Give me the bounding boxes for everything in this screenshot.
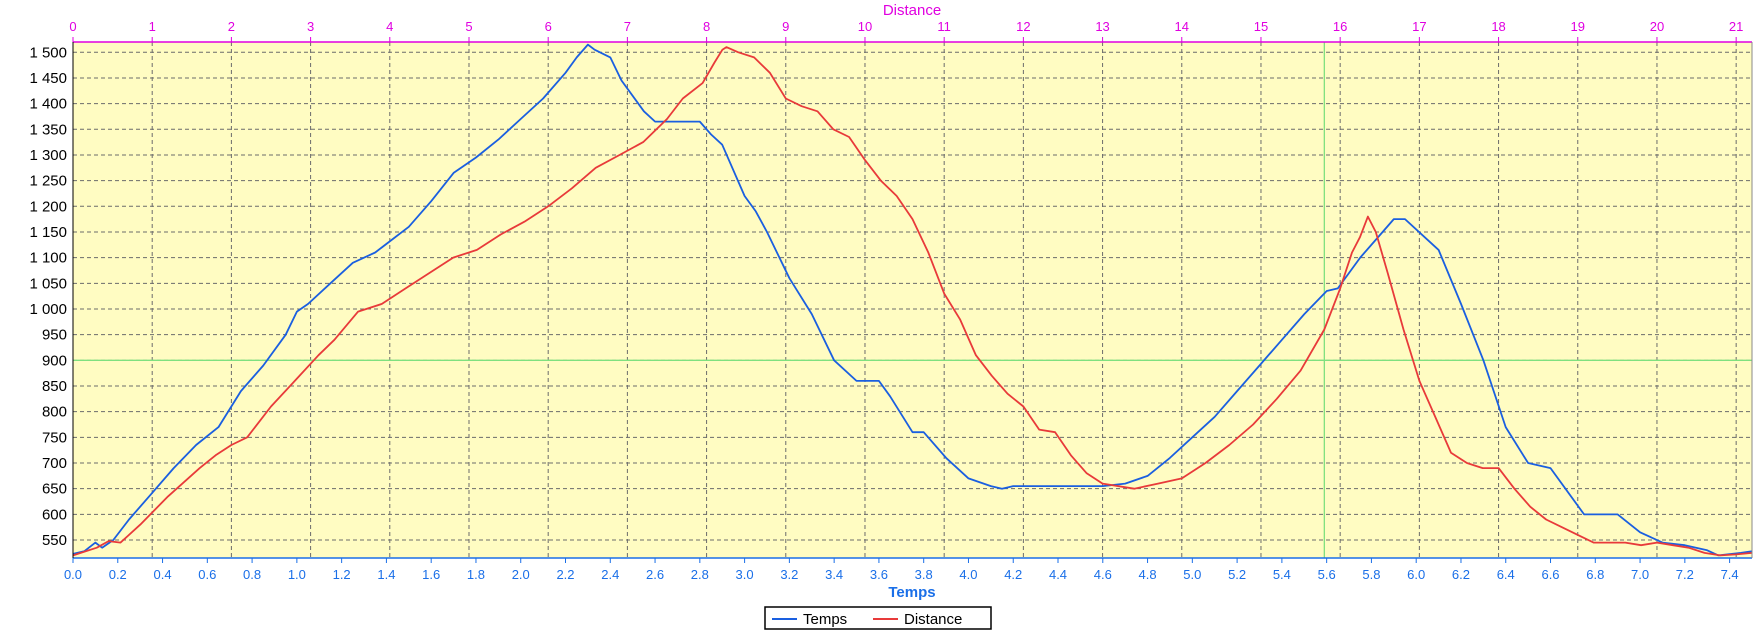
- bottom-tick-label: 3.0: [736, 567, 754, 582]
- top-tick-label: 7: [624, 19, 631, 34]
- bottom-tick-label: 0.4: [154, 567, 172, 582]
- bottom-tick-label: 0.2: [109, 567, 127, 582]
- y-tick-label: 1 400: [29, 96, 67, 113]
- bottom-tick-label: 5.2: [1228, 567, 1246, 582]
- top-axis-title: Distance: [883, 2, 941, 19]
- bottom-tick-label: 6.6: [1541, 567, 1559, 582]
- bottom-tick-label: 6.8: [1586, 567, 1604, 582]
- y-tick-label: 1 050: [29, 275, 67, 292]
- bottom-tick-label: 6.0: [1407, 567, 1425, 582]
- y-tick-label: 1 350: [29, 121, 67, 138]
- bottom-tick-label: 5.6: [1318, 567, 1336, 582]
- legend-label-temps: Temps: [803, 611, 847, 628]
- y-tick-label: 1 100: [29, 250, 67, 267]
- top-tick-label: 8: [703, 19, 710, 34]
- bottom-tick-label: 1.0: [288, 567, 306, 582]
- bottom-tick-label: 7.4: [1721, 567, 1739, 582]
- bottom-tick-label: 1.6: [422, 567, 440, 582]
- y-tick-label: 850: [42, 378, 67, 395]
- top-tick-label: 6: [545, 19, 552, 34]
- top-tick-label: 2: [228, 19, 235, 34]
- bottom-tick-label: 1.8: [467, 567, 485, 582]
- bottom-tick-label: 2.0: [512, 567, 530, 582]
- plot-area: [73, 42, 1752, 558]
- top-tick-label: 10: [858, 19, 872, 34]
- top-tick-label: 18: [1491, 19, 1505, 34]
- bottom-tick-label: 4.8: [1139, 567, 1157, 582]
- bottom-tick-label: 6.2: [1452, 567, 1470, 582]
- top-tick-label: 16: [1333, 19, 1347, 34]
- bottom-tick-label: 5.8: [1362, 567, 1380, 582]
- y-tick-label: 550: [42, 532, 67, 549]
- y-tick-label: 1 300: [29, 147, 67, 164]
- top-tick-label: 3: [307, 19, 314, 34]
- bottom-tick-label: 6.4: [1497, 567, 1515, 582]
- top-tick-label: 20: [1650, 19, 1664, 34]
- top-tick-label: 0: [69, 19, 76, 34]
- bottom-tick-label: 4.2: [1004, 567, 1022, 582]
- top-tick-label: 1: [149, 19, 156, 34]
- top-tick-label: 14: [1175, 19, 1189, 34]
- series-line-temps: [72, 43, 1753, 557]
- top-tick-label: 21: [1729, 19, 1743, 34]
- top-tick-label: 11: [937, 19, 951, 34]
- y-tick-label: 1 500: [29, 44, 67, 61]
- bottom-tick-label: 2.8: [691, 567, 709, 582]
- top-tick-label: 13: [1095, 19, 1109, 34]
- y-tick-label: 700: [42, 455, 67, 472]
- bottom-tick-label: 3.6: [870, 567, 888, 582]
- bottom-tick-label: 2.2: [556, 567, 574, 582]
- top-tick-label: 5: [465, 19, 472, 34]
- bottom-tick-label: 0.6: [198, 567, 216, 582]
- top-tick-label: 17: [1412, 19, 1426, 34]
- bottom-tick-label: 0.8: [243, 567, 261, 582]
- bottom-tick-label: 7.2: [1676, 567, 1694, 582]
- bottom-tick-label: 1.2: [333, 567, 351, 582]
- bottom-tick-label: 2.6: [646, 567, 664, 582]
- top-tick-label: 15: [1254, 19, 1268, 34]
- y-tick-label: 600: [42, 506, 67, 523]
- y-tick-label: 900: [42, 352, 67, 369]
- bottom-tick-label: 7.0: [1631, 567, 1649, 582]
- y-tick-label: 750: [42, 429, 67, 446]
- y-tick-label: 950: [42, 327, 67, 344]
- top-tick-label: 9: [782, 19, 789, 34]
- y-tick-label: 800: [42, 404, 67, 421]
- bottom-tick-label: 5.0: [1183, 567, 1201, 582]
- bottom-tick-label: 3.8: [915, 567, 933, 582]
- y-tick-label: 1 200: [29, 198, 67, 215]
- top-tick-label: 19: [1571, 19, 1585, 34]
- bottom-tick-label: 0.0: [64, 567, 82, 582]
- bottom-tick-label: 3.2: [780, 567, 798, 582]
- y-tick-label: 1 450: [29, 70, 67, 87]
- bottom-tick-label: 5.4: [1273, 567, 1291, 582]
- bottom-tick-label: 2.4: [601, 567, 619, 582]
- y-tick-label: 1 150: [29, 224, 67, 241]
- y-tick-label: 1 250: [29, 173, 67, 190]
- legend-label-distance: Distance: [904, 611, 962, 628]
- bottom-tick-label: 4.6: [1094, 567, 1112, 582]
- top-tick-label: 4: [386, 19, 393, 34]
- y-tick-label: 650: [42, 481, 67, 498]
- series-line-distance: [72, 46, 1753, 557]
- top-tick-label: 12: [1016, 19, 1030, 34]
- y-tick-label: 1 000: [29, 301, 67, 318]
- legend: Temps Distance: [764, 606, 992, 630]
- bottom-tick-label: 4.0: [959, 567, 977, 582]
- bottom-tick-label: 1.4: [377, 567, 395, 582]
- bottom-tick-label: 3.4: [825, 567, 843, 582]
- bottom-axis-title: Temps: [888, 584, 935, 601]
- bottom-tick-label: 4.4: [1049, 567, 1067, 582]
